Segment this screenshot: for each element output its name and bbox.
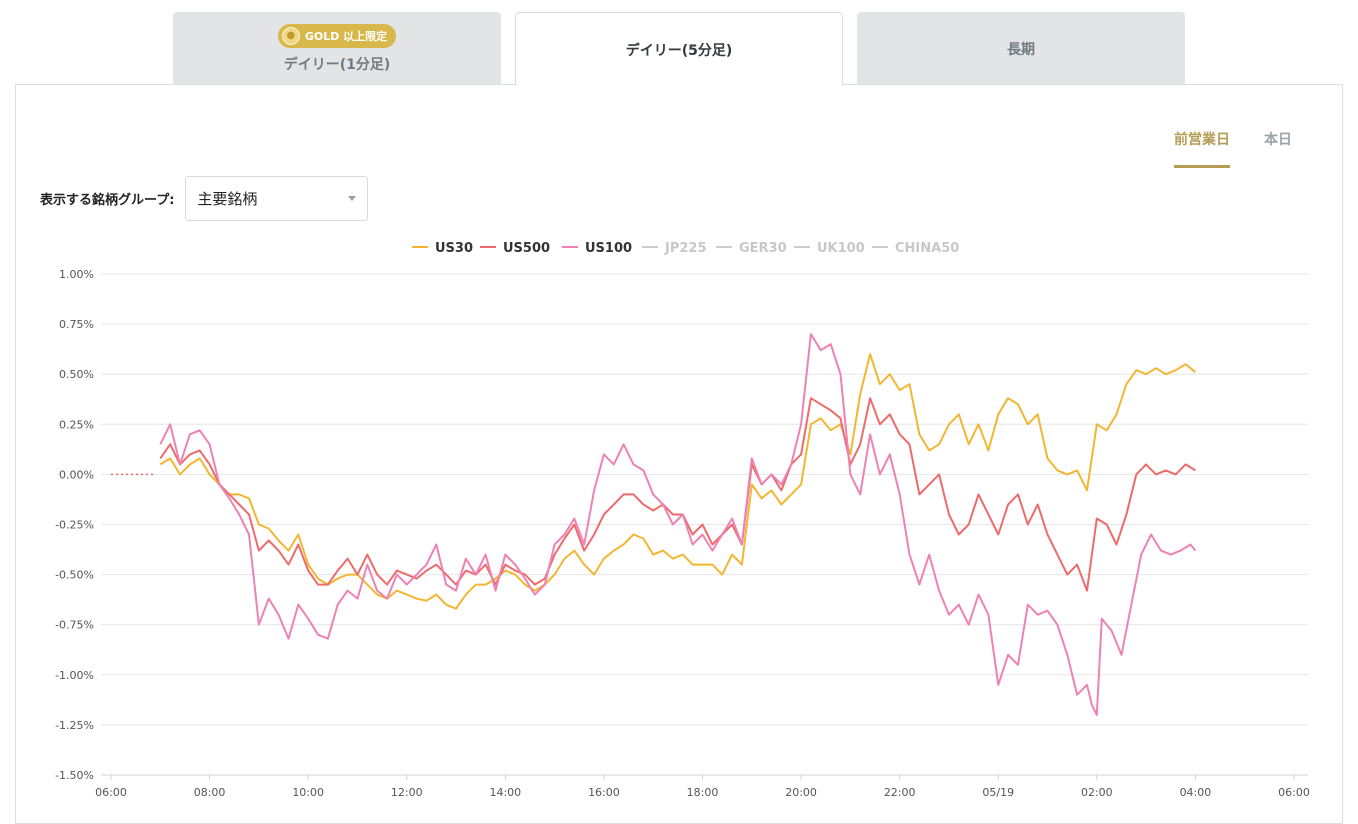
series-line-us100	[159, 333, 1197, 716]
gold-coin-icon: ●	[281, 26, 300, 45]
x-tick-label: 16:00	[588, 786, 620, 799]
x-tick-label: 14:00	[489, 786, 521, 799]
y-tick-label: 1.00%	[59, 268, 94, 281]
legend-item-uk100[interactable]: UK100	[794, 241, 865, 256]
x-tick-label: 04:00	[1180, 786, 1212, 799]
tab-long-term[interactable]: 長期	[857, 12, 1185, 85]
y-tick-label: -1.50%	[55, 769, 94, 782]
y-tick-label: -0.50%	[55, 569, 94, 582]
x-tick-label: 06:00	[1278, 786, 1310, 799]
chart-panel: 前営業日 本日 表示する銘柄グループ: 主要銘柄	[15, 84, 1343, 824]
group-select-label: 表示する銘柄グループ:	[40, 193, 175, 208]
tab-previous-business-day[interactable]: 前営業日	[1174, 129, 1230, 168]
series-line-us30	[159, 353, 1197, 610]
x-tick-label: 02:00	[1081, 786, 1113, 799]
y-tick-label: 0.75%	[59, 318, 94, 331]
x-tick-label: 05/19	[982, 786, 1014, 799]
legend-label: US30	[435, 241, 473, 256]
tab-daily-1min[interactable]: ● GOLD 以上限定 デイリー(1分足)	[173, 12, 501, 85]
day-tabs: 前営業日 本日	[1174, 129, 1292, 168]
y-tick-label: -0.25%	[55, 519, 94, 532]
legend-item-jp225[interactable]: JP225	[642, 241, 707, 256]
gold-only-badge: ● GOLD 以上限定	[277, 23, 397, 48]
tab-label: デイリー(5分足)	[625, 42, 733, 59]
y-tick-label: 0.25%	[59, 418, 94, 431]
legend-item-us30[interactable]: US30	[412, 241, 473, 256]
x-tick-label: 18:00	[687, 786, 719, 799]
tab-daily-5min[interactable]: デイリー(5分足)	[515, 12, 843, 86]
legend-item-us500[interactable]: US500	[480, 241, 550, 256]
y-tick-label: -1.25%	[55, 719, 94, 732]
legend-item-ger30[interactable]: GER30	[716, 241, 787, 256]
group-select-value: 主要銘柄	[197, 190, 258, 208]
gold-badge-label: GOLD 以上限定	[304, 29, 388, 43]
tab-today[interactable]: 本日	[1264, 132, 1292, 148]
legend-label: US500	[503, 241, 550, 256]
caret-down-icon	[348, 196, 357, 201]
legend-item-china50[interactable]: CHINA50	[872, 241, 959, 256]
group-selector-row: 表示する銘柄グループ: 主要銘柄	[40, 176, 369, 221]
y-tick-label: -0.75%	[55, 619, 94, 632]
chart-mode-tabs: ● GOLD 以上限定 デイリー(1分足) デイリー(5分足) 長期	[0, 0, 1358, 86]
legend-item-us100[interactable]: US100	[562, 241, 632, 256]
tab-label: 長期	[1007, 41, 1035, 58]
x-tick-label: 20:00	[785, 786, 817, 799]
x-tick-label: 08:00	[194, 786, 226, 799]
legend-label: CHINA50	[895, 241, 959, 256]
tab-label: デイリー(1分足)	[283, 56, 391, 73]
y-tick-label: -1.00%	[55, 669, 94, 682]
legend-label: US100	[585, 241, 632, 256]
series-line-us500	[159, 397, 1196, 592]
x-tick-label: 22:00	[884, 786, 916, 799]
y-tick-label: 0.50%	[59, 368, 94, 381]
x-tick-label: 06:00	[95, 786, 127, 799]
y-tick-label: 0.00%	[59, 468, 94, 481]
x-tick-label: 10:00	[292, 786, 324, 799]
legend-label: JP225	[664, 241, 707, 256]
group-select[interactable]: 主要銘柄	[185, 176, 369, 221]
legend-label: GER30	[739, 241, 787, 256]
x-tick-label: 12:00	[391, 786, 423, 799]
legend-label: UK100	[817, 241, 865, 256]
